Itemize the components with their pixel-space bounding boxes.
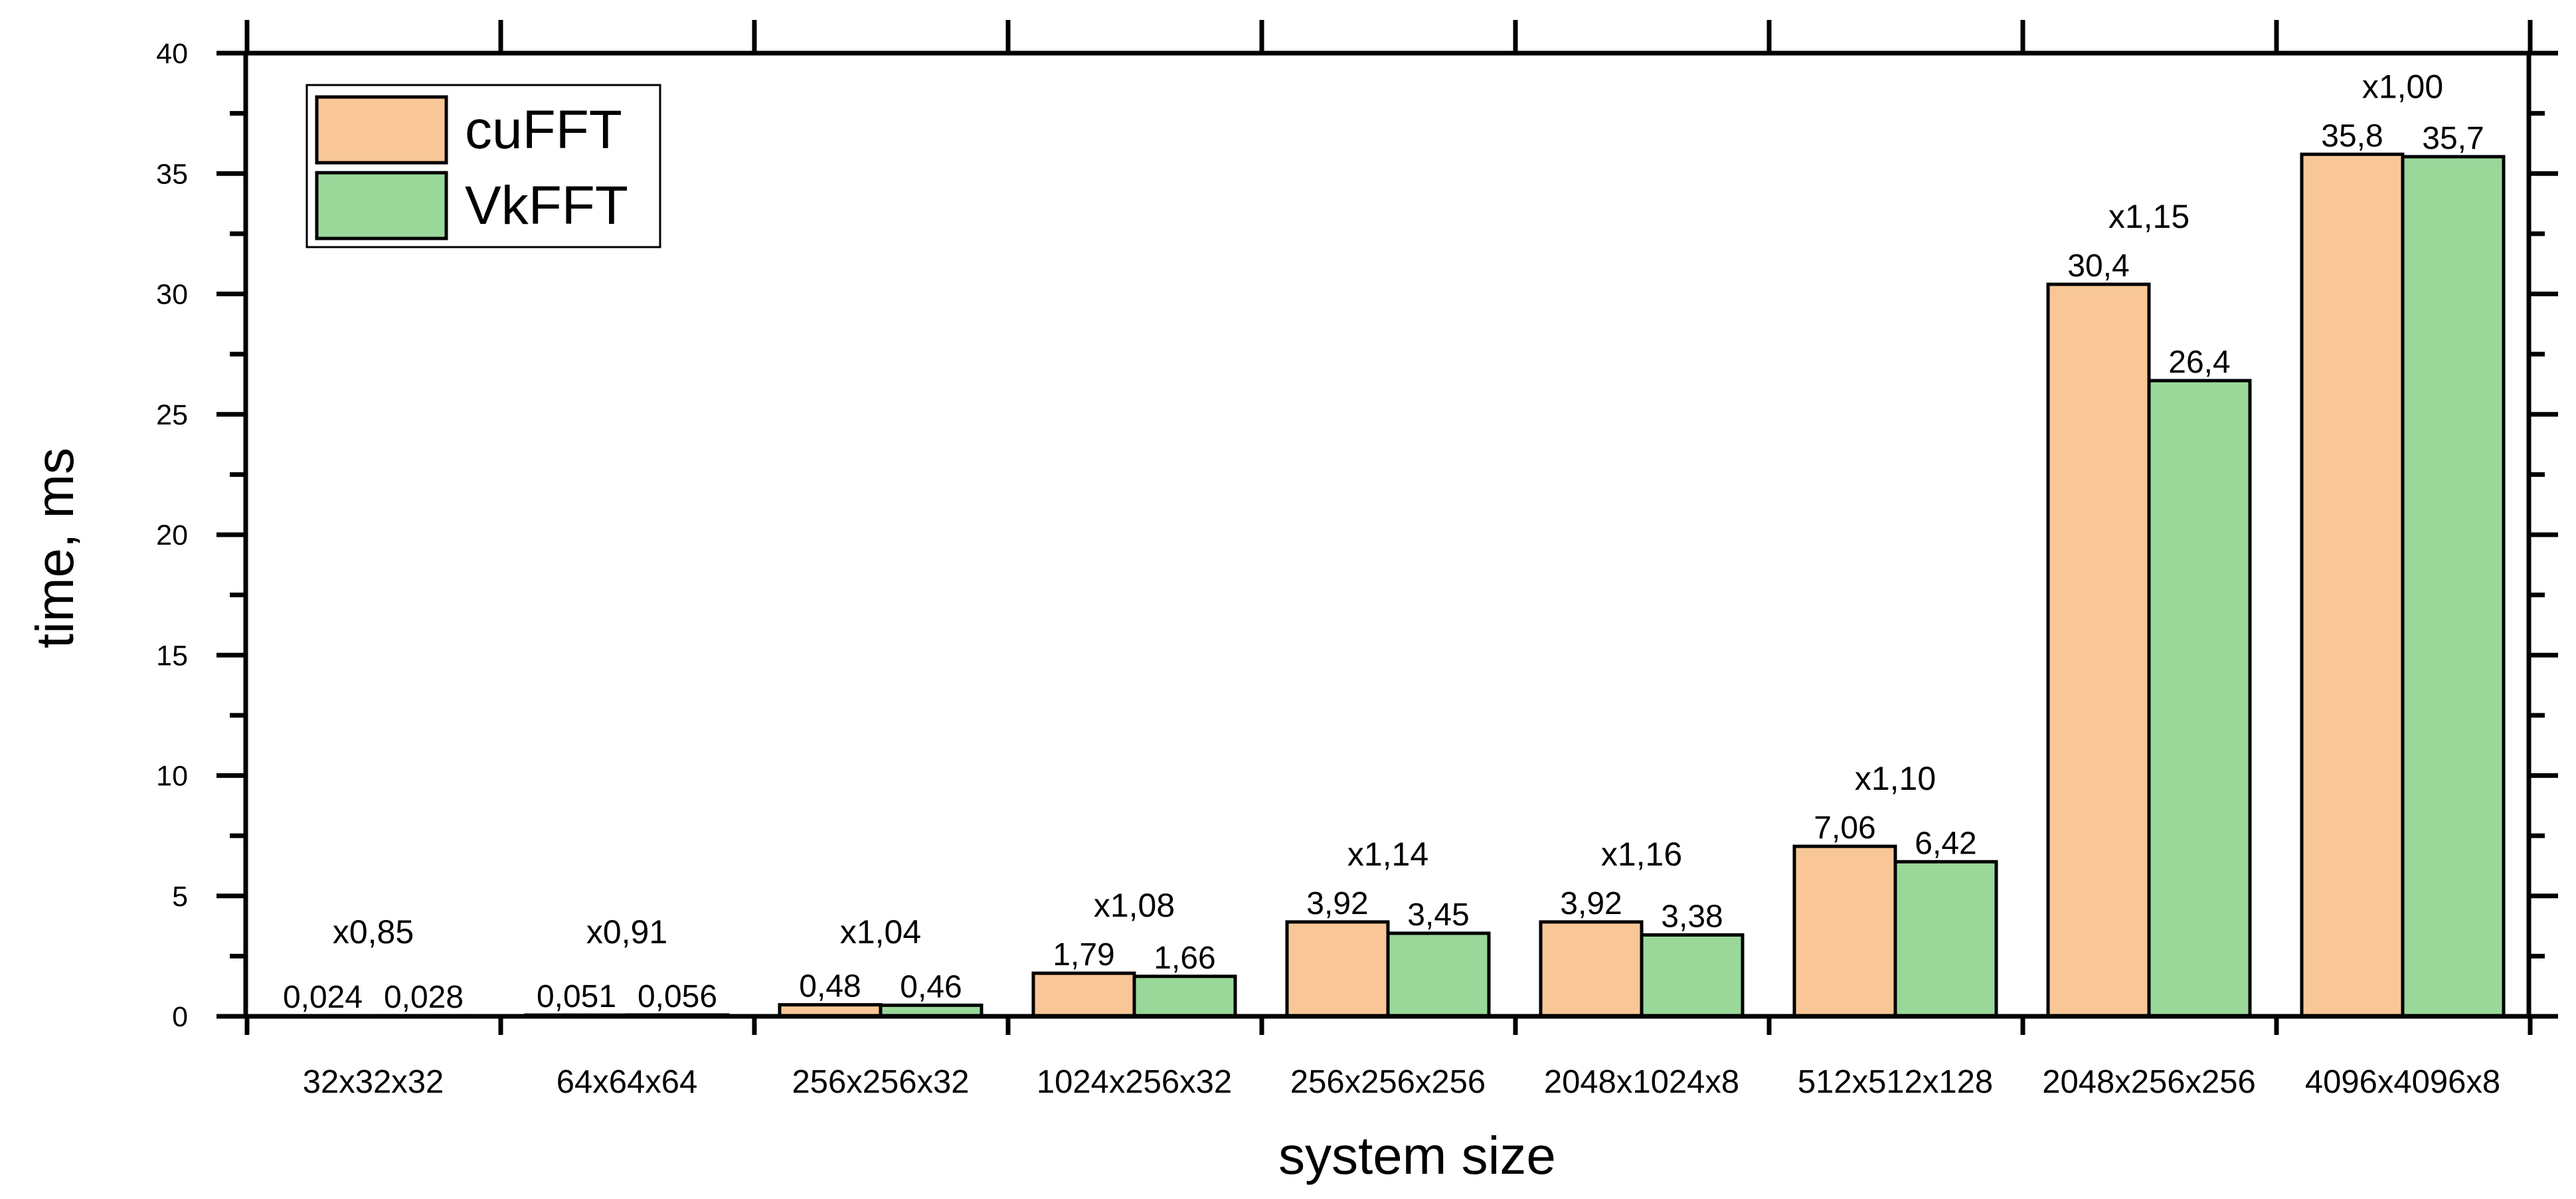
ratio-label-0: x0,85 [333, 913, 414, 951]
value-label-cufft-2: 0,48 [799, 969, 861, 1004]
value-label-cufft-3: 1,79 [1053, 937, 1114, 972]
ratio-label-1: x0,91 [586, 913, 667, 951]
value-label-vkfft-1: 0,056 [638, 979, 717, 1014]
x-tick-label-0: 32x32x32 [303, 1064, 444, 1100]
legend-label-vkfft: VkFFT [465, 175, 628, 236]
value-label-vkfft-6: 6,42 [1915, 826, 1976, 861]
value-label-cufft-5: 3,92 [1560, 886, 1622, 921]
bar-cufft-3 [1031, 971, 1136, 1018]
y-tick-label-3: 15 [156, 640, 188, 672]
bar-vkfft-6 [1893, 860, 1998, 1018]
bar-vkfft-8 [2401, 155, 2506, 1018]
ratio-label-7: x1,15 [2108, 198, 2190, 235]
value-label-cufft-4: 3,92 [1306, 886, 1368, 921]
value-label-cufft-1: 0,051 [537, 979, 616, 1014]
legend-label-cufft: cuFFT [465, 100, 622, 160]
bar-cufft-4 [1285, 920, 1390, 1018]
y-tick-label-0: 0 [172, 1001, 188, 1033]
value-label-cufft-6: 7,06 [1814, 810, 1875, 846]
value-label-vkfft-8: 35,7 [2422, 121, 2484, 156]
bar-vkfft-5 [1640, 933, 1745, 1018]
ratio-label-2: x1,04 [840, 913, 921, 951]
value-label-vkfft-2: 0,46 [900, 969, 962, 1004]
y-tick-label-5: 25 [156, 399, 188, 431]
legend-swatch-cufft [315, 95, 448, 165]
bars-layer [270, 152, 2506, 1018]
y-tick-label-8: 40 [156, 38, 188, 70]
x-tick-label-2: 256x256x32 [792, 1064, 969, 1100]
bar-cufft-8 [2300, 152, 2405, 1018]
axes-layer [216, 20, 2558, 1035]
y-tick-label-1: 5 [172, 881, 188, 913]
value-label-vkfft-7: 26,4 [2168, 345, 2230, 380]
x-tick-label-3: 1024x256x32 [1037, 1064, 1232, 1100]
x-tick-label-5: 2048x1024x8 [1544, 1064, 1739, 1100]
y-tick-label-7: 35 [156, 158, 188, 190]
x-tick-label-6: 512x512x128 [1798, 1064, 1993, 1100]
value-label-cufft-0: 0,024 [283, 980, 363, 1015]
x-tick-label-4: 256x256x256 [1290, 1064, 1486, 1100]
value-label-vkfft-3: 1,66 [1154, 941, 1215, 976]
value-label-vkfft-0: 0,028 [384, 980, 464, 1015]
y-tick-label-2: 10 [156, 761, 188, 792]
ratio-label-5: x1,16 [1601, 836, 1682, 873]
bar-vkfft-3 [1132, 974, 1237, 1018]
x-tick-label-8: 4096x4096x8 [2305, 1064, 2500, 1100]
y-tick-label-4: 20 [156, 519, 188, 551]
x-tick-label-7: 2048x256x256 [2042, 1064, 2256, 1100]
bar-vkfft-4 [1386, 931, 1491, 1018]
legend-swatch-vkfft [315, 171, 448, 240]
ratio-label-6: x1,10 [1855, 760, 1936, 797]
bar-vkfft-7 [2147, 379, 2252, 1018]
ratio-label-4: x1,14 [1347, 836, 1428, 873]
value-label-cufft-7: 30,4 [2067, 248, 2129, 284]
value-label-cufft-8: 35,8 [2321, 118, 2383, 153]
labels-layer: 0,024 0,028 x0,85 32x32x32 0,051 0,056 x0,91 64… [156, 38, 2500, 1100]
ratio-label-3: x1,08 [1094, 887, 1175, 924]
x-tick-label-1: 64x64x64 [557, 1064, 698, 1100]
y-tick-label-6: 30 [156, 279, 188, 311]
value-label-vkfft-4: 3,45 [1407, 897, 1469, 933]
bar-cufft-6 [1792, 844, 1897, 1018]
ratio-label-8: x1,00 [2362, 68, 2443, 105]
bar-cufft-5 [1539, 920, 1644, 1018]
bar-cufft-7 [2046, 282, 2151, 1018]
x-axis-title: system size [1278, 1126, 1556, 1185]
legend: cuFFT VkFFT [305, 84, 661, 248]
value-label-vkfft-5: 3,38 [1661, 899, 1723, 934]
y-axis-title: time, ms [25, 448, 84, 648]
